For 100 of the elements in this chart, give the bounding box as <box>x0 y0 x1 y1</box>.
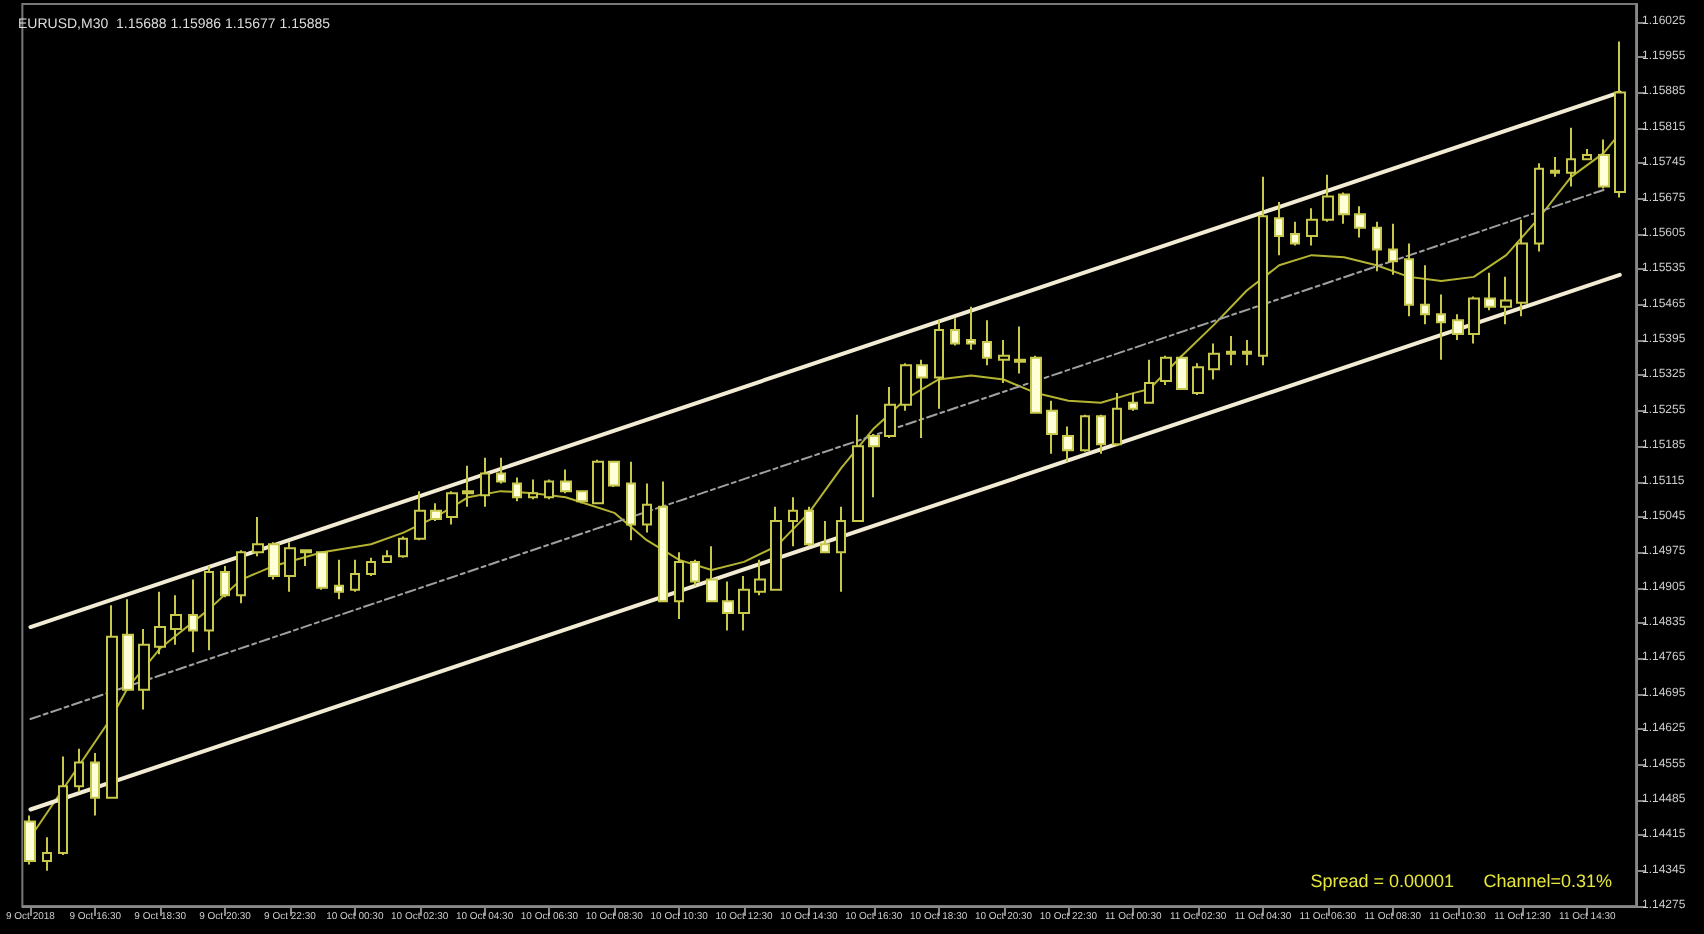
candlestick <box>512 476 522 503</box>
candlestick <box>414 490 426 542</box>
candlestick <box>220 564 230 599</box>
candlestick <box>1144 358 1154 404</box>
candlestick <box>1566 126 1576 188</box>
candlestick <box>1046 399 1058 455</box>
candlestick <box>706 545 718 603</box>
candlestick <box>1354 205 1366 239</box>
candlestick <box>1096 413 1106 455</box>
candlestick <box>868 433 880 499</box>
candlestick <box>90 751 100 817</box>
candlestick <box>884 386 896 440</box>
candlestick <box>608 460 620 489</box>
candlestick <box>754 558 766 597</box>
candlestick <box>1160 354 1172 387</box>
candlestick <box>204 564 214 652</box>
candlestick <box>626 460 636 542</box>
candlestick <box>480 456 490 508</box>
candlestick <box>1484 271 1496 312</box>
candlestick <box>1404 242 1414 318</box>
candlestick <box>544 478 554 501</box>
candlestick <box>1338 191 1350 225</box>
candlestick <box>496 456 506 485</box>
candlestick <box>382 549 392 563</box>
candlestick <box>658 480 668 603</box>
candlestick <box>1550 156 1560 178</box>
candlestick <box>1598 138 1610 190</box>
candlestick <box>900 362 912 412</box>
candlestick <box>1468 295 1480 345</box>
candlestick <box>1192 362 1204 397</box>
candlestick <box>316 551 328 591</box>
candlestick <box>1112 392 1122 448</box>
candlestick <box>690 558 700 587</box>
candlestick <box>982 319 992 367</box>
candlestick <box>998 339 1010 384</box>
candlestick <box>966 305 976 351</box>
candlestick <box>350 558 360 593</box>
candlestick <box>1258 175 1268 367</box>
candlestick <box>950 317 960 347</box>
candlestick <box>592 458 604 505</box>
candlestick <box>1208 342 1220 381</box>
candlestick <box>1534 162 1544 253</box>
candlestick <box>1420 264 1430 326</box>
candlestick <box>820 519 830 554</box>
candlestick <box>1062 425 1074 463</box>
candlestick <box>284 541 296 593</box>
candlestick <box>674 551 684 620</box>
candlestick <box>1436 293 1446 361</box>
candlestick <box>154 590 166 656</box>
candlestick <box>916 358 928 440</box>
candlestick <box>722 580 734 632</box>
candlestick <box>642 482 652 534</box>
candlestick <box>836 505 846 593</box>
candlestick <box>188 578 198 654</box>
candlestick <box>366 556 376 578</box>
candlestick <box>252 515 264 558</box>
candlestick <box>24 814 36 866</box>
candlestick <box>170 594 182 646</box>
candlestick <box>1306 207 1318 247</box>
candlestick <box>738 575 750 632</box>
annotation: Channel=0.31% <box>1483 871 1613 891</box>
candlestick <box>1290 220 1300 247</box>
candlestick <box>138 628 150 711</box>
candlestick <box>560 468 572 495</box>
candlestick <box>106 604 118 799</box>
candlestick <box>1014 325 1026 375</box>
candlestick <box>788 496 798 548</box>
candlestick <box>1388 222 1398 276</box>
candlestick <box>1516 218 1528 318</box>
candlestick <box>1176 354 1188 391</box>
candlestick <box>1582 148 1592 161</box>
candlestick <box>268 541 280 581</box>
candlestick <box>770 505 782 591</box>
candlestick <box>576 490 588 505</box>
candlestick <box>58 755 68 856</box>
annotation: Spread = 0.00001 <box>1310 871 1454 891</box>
candlestick <box>934 319 944 410</box>
candlestick <box>1500 275 1512 326</box>
candlestick <box>430 502 442 522</box>
candlestick <box>398 535 408 559</box>
candlestick <box>1614 40 1626 199</box>
candlestick <box>122 598 134 691</box>
candlestick <box>1226 335 1236 367</box>
candlestick <box>446 490 458 526</box>
candlestick <box>334 558 344 601</box>
candlestick <box>42 836 52 872</box>
candlestick <box>528 478 538 501</box>
candlestick <box>74 747 84 793</box>
candlestick <box>300 549 312 567</box>
candlestick <box>236 549 246 605</box>
candlestick <box>852 413 864 522</box>
candlestick <box>462 464 474 508</box>
candlestick <box>1452 313 1464 342</box>
candlestick <box>1128 392 1138 412</box>
candlestick <box>1030 354 1042 414</box>
candlestick <box>1372 220 1382 273</box>
candlestick <box>1274 201 1284 257</box>
candlestick <box>1322 173 1334 223</box>
candlestick <box>1242 339 1252 367</box>
candlestick <box>804 505 814 548</box>
